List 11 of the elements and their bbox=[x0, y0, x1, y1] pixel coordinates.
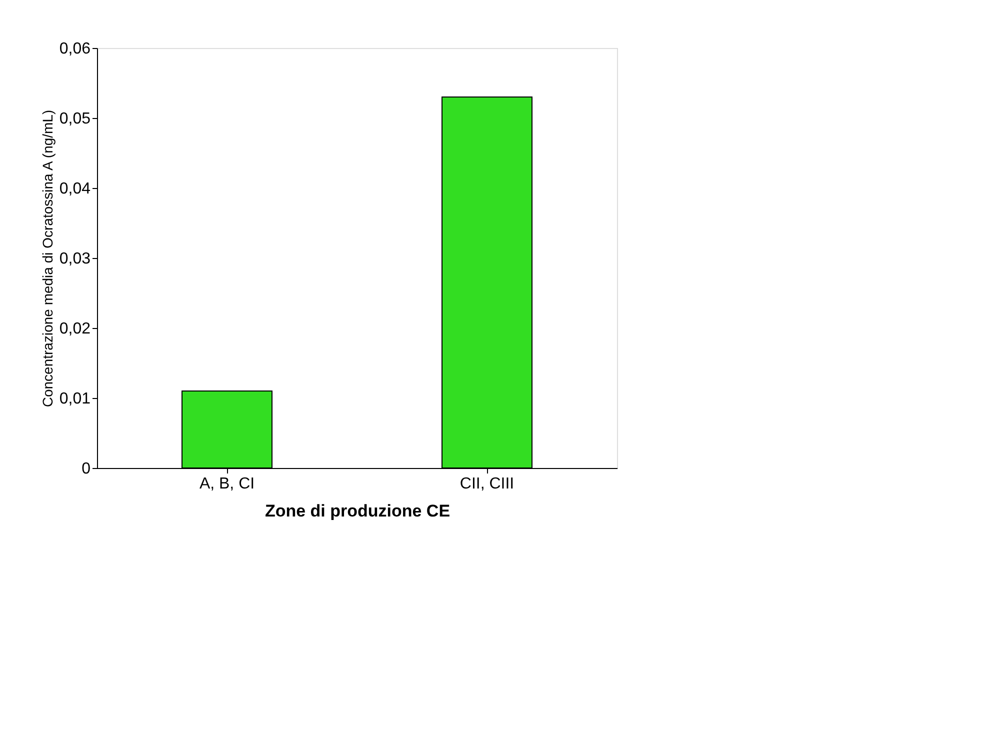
x-tick-label: A, B, CI bbox=[199, 476, 255, 492]
y-tick-label: 0,04 bbox=[59, 180, 91, 198]
y-axis-title: Concentrazione media di Ocratossina A (ng/mL) bbox=[39, 110, 56, 408]
y-tick-label: 0,05 bbox=[59, 110, 91, 128]
y-tick-label: 0 bbox=[82, 460, 91, 478]
y-tick-label: 0,06 bbox=[59, 40, 91, 58]
x-tick-label: CII, CIII bbox=[460, 476, 514, 492]
x-axis-title: Zone di produzione CE bbox=[264, 502, 450, 520]
y-tick-label: 0,01 bbox=[59, 390, 91, 408]
y-tick-label: 0,02 bbox=[59, 320, 91, 338]
y-tick-label: 0,03 bbox=[59, 250, 91, 268]
